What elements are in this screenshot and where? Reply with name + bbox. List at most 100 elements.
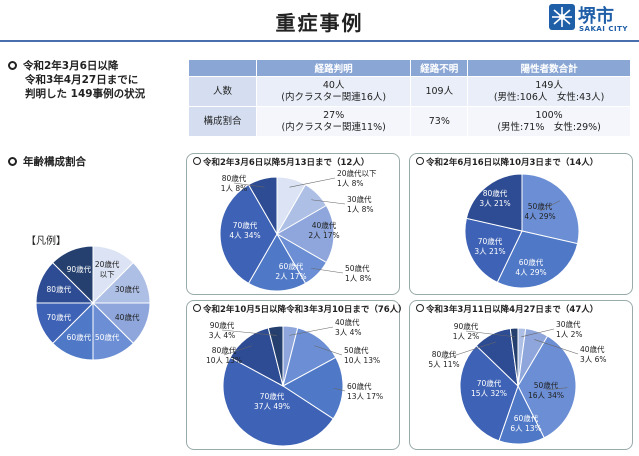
table-row: 人数 40人 (内クラスター関連16人) 109人 149人 (男性:106人 女性… bbox=[188, 76, 631, 107]
summary-line-1: 令和2年3月6日以降 bbox=[23, 60, 119, 72]
slice-label: 40歳代 2人 17% bbox=[308, 220, 339, 240]
slice-label: 80歳代 3人 21% bbox=[479, 188, 510, 208]
slice-label: 50歳代 16人 34% bbox=[528, 380, 564, 400]
slice-label: 70歳代 15人 32% bbox=[471, 378, 507, 398]
leader-line bbox=[311, 267, 344, 274]
pie-slice-0 bbox=[521, 173, 580, 245]
pie-slice-4 bbox=[459, 344, 519, 442]
row-label: 構成割合 bbox=[188, 106, 257, 137]
table-cell: 73% bbox=[410, 106, 469, 137]
slice-label: 40歳代 3人 4% bbox=[335, 317, 362, 337]
slice-label: 90歳代 3人 4% bbox=[209, 320, 236, 340]
slice-label: 70歳代 37人 49% bbox=[254, 391, 290, 411]
slice-label: 40歳代 3人 6% bbox=[580, 344, 607, 364]
table-cell: 149人 (男性:106人 女性:43人) bbox=[467, 76, 631, 107]
pie-slice-3 bbox=[222, 356, 334, 447]
slice-label: 50歳代 10人 13% bbox=[344, 345, 380, 365]
slice-label: 80歳代 1人 8% bbox=[221, 173, 248, 193]
leader-line bbox=[323, 229, 326, 235]
slice-label: 60歳代 6人 13% bbox=[510, 413, 541, 433]
pie-chart: 20歳代以下 1人 8% 30歳代 1人 8% 40歳代 2人 17% 50歳代 1人 8% 6… bbox=[219, 168, 377, 292]
slice-label: 40歳代 bbox=[115, 312, 140, 322]
slice-label: 20歳代以下 bbox=[95, 259, 120, 279]
leader-line bbox=[333, 387, 346, 392]
logo-subtext: SAKAI CITY bbox=[579, 25, 628, 33]
leader-line bbox=[221, 329, 277, 336]
slice-label: 60歳代 13人 17% bbox=[347, 381, 383, 401]
cell-sub: (内クラスター関連11%) bbox=[281, 121, 386, 133]
pie-slice-6 bbox=[247, 176, 278, 236]
summary-line-2: 令和3年4月27日までに bbox=[25, 74, 139, 86]
table-cell: 100% (男性:71% 女性:29%) bbox=[467, 106, 631, 137]
bullet-circle-icon bbox=[8, 61, 17, 70]
pie-chart: 30歳代 1人 2% 40歳代 3人 6% 50歳代 16人 34% 60歳代 6人 13%7… bbox=[428, 319, 607, 445]
slice-label: 80歳代 5人 11% bbox=[428, 349, 459, 369]
slice-label: 50歳代 1人 8% bbox=[345, 263, 372, 283]
summary-heading: 令和2年3月6日以降 令和3年4月27日までに 判明した 149事例の状況 bbox=[8, 59, 145, 101]
slice-label: 70歳代 3人 21% bbox=[474, 236, 505, 256]
pie-slice-2 bbox=[517, 335, 577, 439]
city-emblem-icon bbox=[549, 4, 575, 30]
leader-line bbox=[314, 345, 343, 356]
slice-label: 30歳代 bbox=[115, 284, 140, 294]
cell-main: 40人 bbox=[322, 79, 345, 91]
city-logo: 堺市 SAKAI CITY bbox=[549, 4, 631, 38]
table-header-total: 陽性者数合計 bbox=[467, 59, 631, 77]
leader-line bbox=[443, 341, 496, 360]
pie-slice-6 bbox=[509, 327, 519, 387]
header-bar: 重症事例 堺市 SAKAI CITY bbox=[0, 0, 639, 40]
slice-label: 60歳代 bbox=[67, 332, 92, 342]
slice-label: 30歳代 1人 8% bbox=[347, 194, 374, 214]
pie-panel-1: 令和2年3月6日以降5月13日まで（12人） 20歳代以下 1人 8% 30歳代 1人… bbox=[186, 153, 400, 295]
cell-main: 149人 bbox=[535, 79, 563, 91]
panel-title: 令和2年6月16日以降10月3日まで（14人） bbox=[416, 156, 598, 168]
pie-slice-5 bbox=[267, 325, 284, 387]
slice-label: 60歳代 2人 17% bbox=[275, 261, 306, 281]
leader-line bbox=[233, 182, 265, 188]
pie-panel-4: 令和3年3月11日以降4月27日まで（47人） 30歳代 1人 2% 40歳代 3人 … bbox=[409, 300, 633, 450]
slice-label: 80歳代 10人 13% bbox=[206, 345, 242, 365]
cell-main: 27% bbox=[323, 109, 345, 121]
leader-line bbox=[534, 339, 579, 355]
table-cell: 109人 bbox=[410, 76, 469, 107]
pie-slice-7 bbox=[51, 245, 94, 305]
pie-slice-4 bbox=[247, 233, 307, 292]
panel-title: 令和2年3月6日以降5月13日まで（12人） bbox=[193, 156, 369, 168]
leader-line bbox=[289, 326, 334, 336]
leader-line bbox=[311, 199, 346, 205]
slice-label: 70歳代 4人 34% bbox=[229, 220, 260, 240]
page-title: 重症事例 bbox=[275, 11, 364, 35]
cell-sub: (内クラスター関連16人) bbox=[281, 91, 387, 103]
cell-sub: (男性:71% 女性:29%) bbox=[497, 121, 601, 133]
panel-title: 令和2年10月5日以降令和3年3月10日まで（76人） bbox=[193, 303, 407, 315]
pie-chart: 40歳代 3人 4% 50歳代 10人 13% 60歳代 13人 17% 70歳代 37人 4… bbox=[206, 317, 383, 447]
slice-label: 50歳代 bbox=[95, 332, 120, 342]
leader-line bbox=[539, 200, 561, 212]
pie-slice-2 bbox=[464, 217, 523, 284]
pie-slice-5 bbox=[219, 183, 278, 285]
header-divider bbox=[0, 40, 639, 42]
logo-text: 堺市 bbox=[578, 6, 614, 27]
slice-label: 60歳代 4人 29% bbox=[515, 257, 546, 277]
pie-slice-3 bbox=[465, 173, 523, 232]
table-header-route-unknown: 経路不明 bbox=[410, 59, 469, 77]
summary-table: 経路判明 経路不明 陽性者数合計 人数 40人 (内クラスター関連16人) 109… bbox=[188, 59, 631, 137]
leader-line bbox=[223, 345, 252, 356]
slice-label: 20歳代以下 1人 8% bbox=[337, 168, 377, 188]
pie-slice-1 bbox=[496, 230, 579, 289]
slice-label: 50歳代 4人 29% bbox=[524, 201, 555, 221]
row-label: 人数 bbox=[188, 76, 257, 107]
cell-main: 100% bbox=[535, 109, 563, 121]
leader-line bbox=[521, 328, 555, 338]
slice-label: 90歳代 1人 2% bbox=[453, 321, 480, 341]
cell-sub: (男性:106人 女性:43人) bbox=[493, 91, 605, 103]
slice-label: 90歳代 bbox=[67, 264, 92, 274]
slice-label: 80歳代 bbox=[47, 284, 72, 294]
pie-panel-2: 令和2年6月16日以降10月3日まで（14人） 50歳代 4人 29% 60歳代 4人… bbox=[409, 153, 633, 295]
slice-label: 70歳代 bbox=[47, 312, 72, 322]
pie-panel-3: 令和2年10月5日以降令和3年3月10日まで（76人） 40歳代 3人 4% 50歳… bbox=[186, 300, 407, 450]
summary-line-3: 判明した 149事例の状況 bbox=[25, 88, 146, 100]
pie-chart: 50歳代 4人 29% 60歳代 4人 29% 70歳代 3人 21% 80歳代 3人 21% bbox=[464, 173, 580, 289]
panel-title: 令和3年3月11日以降4月27日まで（47人） bbox=[416, 303, 598, 315]
